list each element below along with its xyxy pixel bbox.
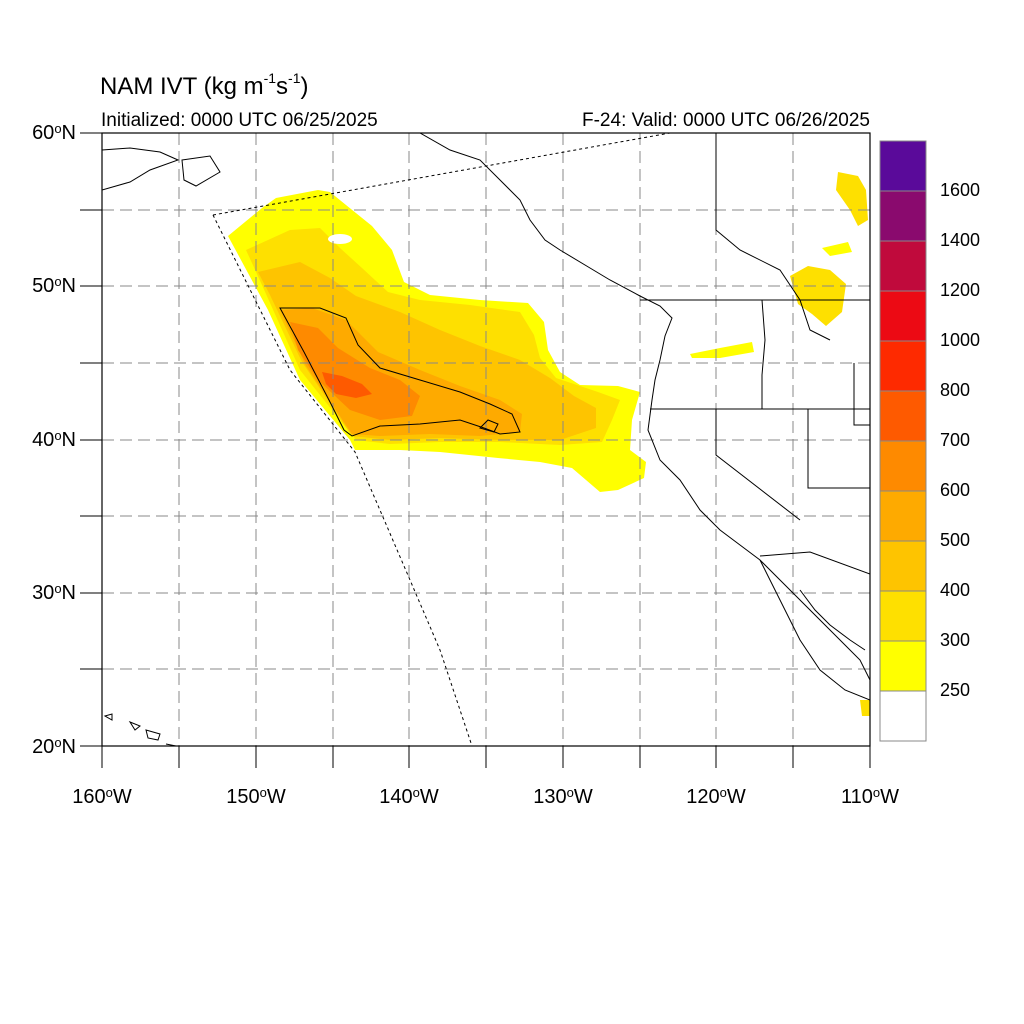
ivt-patch-nw-canada <box>836 172 868 226</box>
lat-label-60: 60oN <box>32 121 76 144</box>
state-line-id <box>761 299 766 409</box>
lon-label-160: 160oW <box>72 785 132 808</box>
lat-label-40: 40oN <box>32 428 76 451</box>
ivt-500-contour <box>280 308 522 436</box>
colorbar-label-1000: 1000 <box>940 330 981 350</box>
colorbar-swatch <box>879 290 927 342</box>
colorbar-label-800: 800 <box>940 380 971 400</box>
colorbar-label-600: 600 <box>940 480 971 500</box>
title-text-s: s <box>276 73 289 100</box>
colorbar-swatch <box>879 390 927 442</box>
colorbar-label-1600: 1600 <box>940 180 981 200</box>
state-line-nv-ut <box>807 409 870 489</box>
colorbar-swatch <box>879 140 927 192</box>
boundaries <box>102 133 870 746</box>
ivt-600-contour <box>290 322 420 420</box>
ivt-700-contour <box>322 372 372 398</box>
baja-coast <box>759 559 870 701</box>
title-exponent-1: -1 <box>263 70 277 86</box>
colorbar-label-250: 250 <box>940 680 971 700</box>
domain-edge-north <box>212 133 671 216</box>
colorbar-swatch <box>879 690 927 742</box>
valid-time: F-24: Valid: 0000 UTC 06/26/2025 <box>582 110 870 131</box>
domain-edge-west <box>212 214 473 746</box>
colorbar-label-300: 300 <box>940 630 971 650</box>
ivt-patch-mexico <box>860 700 870 716</box>
colorbar-label-700: 700 <box>940 430 971 450</box>
title-close: ) <box>300 73 309 100</box>
lon-label-130: 130oW <box>533 785 593 808</box>
colorbar-swatch <box>879 490 927 542</box>
axis-ticks <box>80 132 871 768</box>
ivt-field <box>228 172 870 716</box>
ivt-contour-line <box>279 307 521 437</box>
colorbar-label-1200: 1200 <box>940 280 981 300</box>
lon-label-150: 150oW <box>226 785 286 808</box>
lat-label-30: 30oN <box>32 581 76 604</box>
colorbar-swatch <box>879 340 927 392</box>
colorbar-swatch <box>879 540 927 592</box>
mexico-gulf-coast <box>799 589 866 651</box>
colorbar-swatch <box>879 440 927 492</box>
lon-label-140: 140oW <box>379 785 439 808</box>
ivt-patch-oregon <box>690 342 754 358</box>
panhandle-coast <box>419 133 870 681</box>
state-line-ut-az <box>853 363 870 426</box>
colorbar-swatch <box>879 240 927 292</box>
colorbar-swatch <box>879 190 927 242</box>
title-text: NAM IVT (kg m <box>100 73 264 100</box>
colorbar-swatch <box>879 640 927 692</box>
colorbar-label-500: 500 <box>940 530 971 550</box>
rockies-border <box>715 133 831 341</box>
colorbar <box>879 140 927 742</box>
title-exponent-2: -1 <box>288 70 301 86</box>
colorbar-label-400: 400 <box>940 580 971 600</box>
lon-label-120: 120oW <box>686 785 746 808</box>
map-title: NAM IVT (kg m-1s-1) <box>100 70 309 101</box>
colorbar-label-1400: 1400 <box>940 230 981 250</box>
alaska-islands <box>181 155 221 187</box>
ivt-patch-bc <box>790 266 846 326</box>
colorbar-swatch <box>879 590 927 642</box>
alaska-coast <box>102 147 180 191</box>
lat-label-20: 20oN <box>32 735 76 758</box>
us-mexico-border <box>759 551 870 575</box>
lon-label-110: 110oW <box>840 785 899 808</box>
state-line-ca-nv <box>715 409 801 521</box>
hawaii-islands <box>103 713 177 746</box>
ivt-patch-bc-small <box>822 242 852 256</box>
ivt-contour-line-2 <box>479 419 499 433</box>
graticule <box>102 133 870 746</box>
initialized-time: Initialized: 0000 UTC 06/25/2025 <box>101 110 378 131</box>
ivt-gap <box>328 234 352 244</box>
lat-label-50: 50oN <box>32 274 76 297</box>
